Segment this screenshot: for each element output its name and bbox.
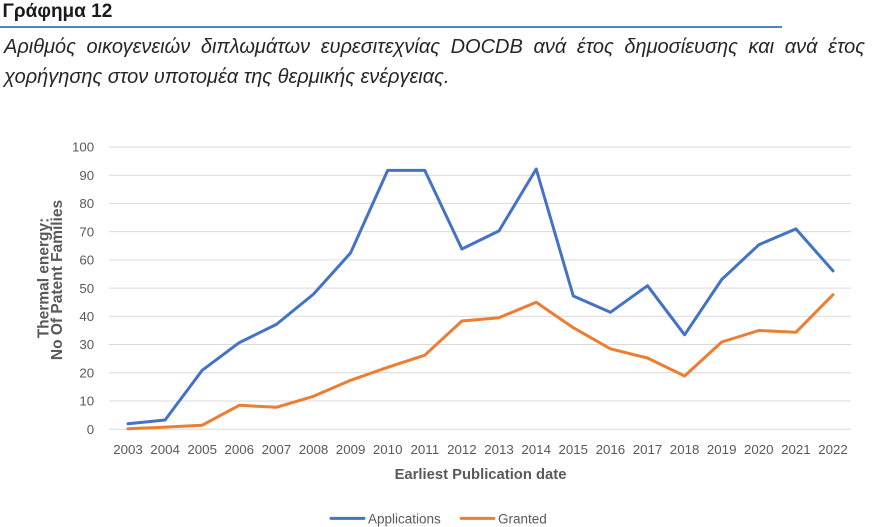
svg-text:2016: 2016 — [596, 442, 626, 457]
svg-text:10: 10 — [79, 394, 94, 409]
svg-text:60: 60 — [79, 253, 94, 268]
svg-text:2020: 2020 — [744, 442, 774, 457]
svg-text:2019: 2019 — [707, 442, 737, 457]
svg-text:Granted: Granted — [498, 511, 547, 526]
svg-text:90: 90 — [79, 168, 94, 183]
svg-text:30: 30 — [79, 337, 94, 352]
svg-text:2010: 2010 — [373, 442, 403, 457]
svg-text:70: 70 — [79, 224, 94, 239]
svg-text:2014: 2014 — [521, 442, 551, 457]
svg-text:2003: 2003 — [113, 442, 143, 457]
svg-text:2021: 2021 — [781, 442, 811, 457]
svg-text:2017: 2017 — [633, 442, 663, 457]
svg-text:2013: 2013 — [484, 442, 514, 457]
svg-text:Earliest Publication date: Earliest Publication date — [395, 467, 567, 483]
svg-text:2007: 2007 — [262, 442, 292, 457]
svg-text:0: 0 — [87, 422, 94, 437]
svg-text:20: 20 — [79, 366, 94, 381]
svg-text:2009: 2009 — [336, 442, 366, 457]
svg-text:No Of Patent Families: No Of Patent Families — [49, 200, 66, 360]
svg-text:2006: 2006 — [225, 442, 255, 457]
svg-text:2004: 2004 — [150, 442, 180, 457]
svg-text:Thermal energy:: Thermal energy: — [36, 218, 53, 339]
svg-text:100: 100 — [72, 140, 94, 155]
svg-text:Applications: Applications — [368, 511, 441, 526]
svg-text:2022: 2022 — [818, 442, 848, 457]
svg-text:50: 50 — [79, 281, 94, 296]
svg-text:2018: 2018 — [670, 442, 700, 457]
svg-text:80: 80 — [79, 196, 94, 211]
svg-text:2011: 2011 — [411, 442, 440, 457]
svg-text:2005: 2005 — [187, 442, 217, 457]
svg-text:2015: 2015 — [559, 442, 589, 457]
svg-text:2008: 2008 — [299, 442, 329, 457]
svg-text:2012: 2012 — [447, 442, 477, 457]
svg-text:40: 40 — [79, 309, 94, 324]
